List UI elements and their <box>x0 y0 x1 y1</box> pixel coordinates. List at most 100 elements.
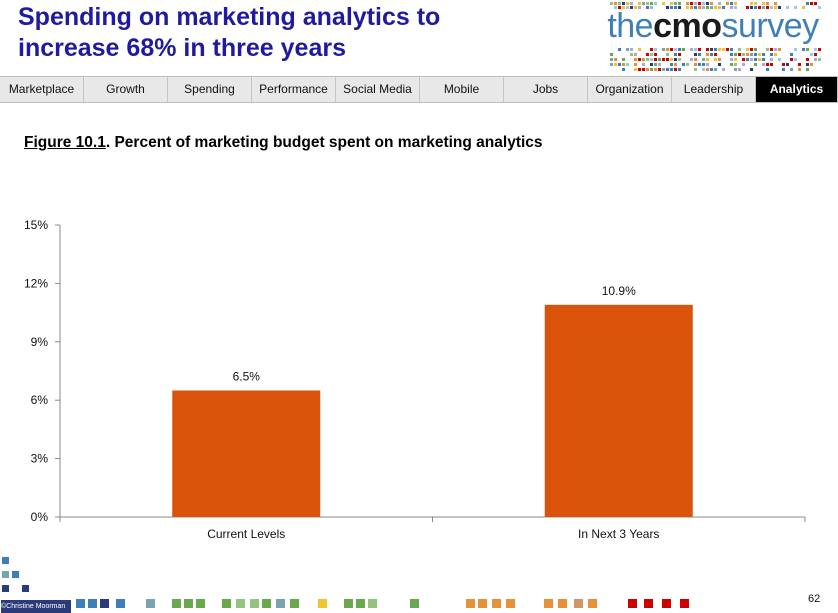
logo-dot <box>690 6 693 9</box>
tab-growth[interactable]: Growth <box>84 77 168 102</box>
logo-dot <box>770 58 773 61</box>
logo-dot <box>702 6 705 9</box>
logo-dot-pattern <box>610 2 821 71</box>
tab-organization[interactable]: Organization <box>588 77 672 102</box>
logo-dot <box>670 68 673 71</box>
logo-dot <box>742 63 745 66</box>
logo-dot <box>654 68 657 71</box>
tab-mobile[interactable]: Mobile <box>420 77 504 102</box>
logo-dot <box>770 53 773 56</box>
footer-dot-pattern <box>2 557 689 608</box>
footer-square <box>172 599 181 608</box>
logo-dot <box>698 6 701 9</box>
logo-dot <box>790 58 793 61</box>
logo-dot <box>714 68 717 71</box>
footer-square <box>506 599 515 608</box>
tab-marketplace[interactable]: Marketplace <box>0 77 84 102</box>
logo-dot <box>678 53 681 56</box>
logo-dot <box>758 58 761 61</box>
logo-text-cmo: cmo <box>653 7 722 45</box>
logo-dot <box>810 63 813 66</box>
logo-dot <box>614 2 617 5</box>
logo-dot <box>706 6 709 9</box>
logo-dot <box>678 68 681 71</box>
logo-dot <box>730 2 733 5</box>
logo-dot <box>818 58 821 61</box>
logo-dot <box>634 68 637 71</box>
logo-dot <box>618 6 621 9</box>
footer-square <box>344 599 353 608</box>
logo-dot <box>778 58 781 61</box>
logo-dot <box>762 58 765 61</box>
logo-dot <box>666 6 669 9</box>
logo-dot <box>646 53 649 56</box>
logo-dot <box>746 48 749 51</box>
tab-analytics[interactable]: Analytics <box>756 77 838 102</box>
logo-dot <box>622 2 625 5</box>
logo-dot <box>806 2 809 5</box>
page-number: 62 <box>808 593 821 605</box>
logo-dot <box>694 6 697 9</box>
logo-dot <box>730 58 733 61</box>
logo-dot <box>814 2 817 5</box>
logo-dot <box>766 68 769 71</box>
title-line-1: Spending on marketing analytics to <box>18 3 441 31</box>
logo-dot <box>706 2 709 5</box>
x-tick-label: In Next 3 Years <box>578 527 659 541</box>
logo-dot <box>698 2 701 5</box>
logo-dot <box>794 6 797 9</box>
logo-dot <box>654 2 657 5</box>
tab-performance[interactable]: Performance <box>252 77 336 102</box>
logo-dot <box>778 6 781 9</box>
logo-dot <box>746 6 749 9</box>
logo-dot <box>694 48 697 51</box>
logo-dot <box>666 58 669 61</box>
logo-dot <box>662 58 665 61</box>
bar <box>172 390 321 517</box>
tab-social-media[interactable]: Social Media <box>336 77 420 102</box>
logo-dot <box>782 63 785 66</box>
logo-dot <box>710 53 713 56</box>
section-nav: Marketplace Growth Spending Performance … <box>0 76 838 103</box>
logo-dot <box>706 53 709 56</box>
logo-dot <box>794 58 797 61</box>
logo-dot <box>754 48 757 51</box>
footer-square <box>222 599 231 608</box>
logo-dot <box>642 2 645 5</box>
logo-dot <box>706 58 709 61</box>
footer-square <box>368 599 377 608</box>
logo-dot <box>774 53 777 56</box>
logo-dot <box>714 48 717 51</box>
tab-jobs[interactable]: Jobs <box>504 77 588 102</box>
logo-dot <box>662 48 665 51</box>
data-label: 10.9% <box>602 284 636 298</box>
logo-dot <box>770 48 773 51</box>
logo-dot <box>694 63 697 66</box>
logo-dot <box>690 58 693 61</box>
logo-dot <box>786 6 789 9</box>
logo-dot <box>658 58 661 61</box>
logo-dot <box>774 2 777 5</box>
logo-dot <box>718 63 721 66</box>
logo-dot <box>750 58 753 61</box>
logo-dot <box>662 68 665 71</box>
logo-dot <box>614 63 617 66</box>
logo-dot <box>730 48 733 51</box>
tab-spending[interactable]: Spending <box>168 77 252 102</box>
logo-dot <box>610 53 613 56</box>
y-tick-label: 0% <box>31 510 49 524</box>
y-tick-label: 3% <box>31 452 49 466</box>
logo-dot <box>610 58 613 61</box>
logo-dot <box>670 58 673 61</box>
footer-square <box>574 599 583 608</box>
title-line-2: increase 68% in three years <box>18 34 346 62</box>
logo-dot <box>718 6 721 9</box>
logo-dot <box>642 63 645 66</box>
logo-dot <box>750 6 753 9</box>
tab-leadership[interactable]: Leadership <box>672 77 756 102</box>
logo-dot <box>706 63 709 66</box>
logo-dot <box>818 48 821 51</box>
logo-dot <box>758 6 761 9</box>
footer-square <box>2 557 9 564</box>
y-tick-label: 9% <box>31 335 49 349</box>
